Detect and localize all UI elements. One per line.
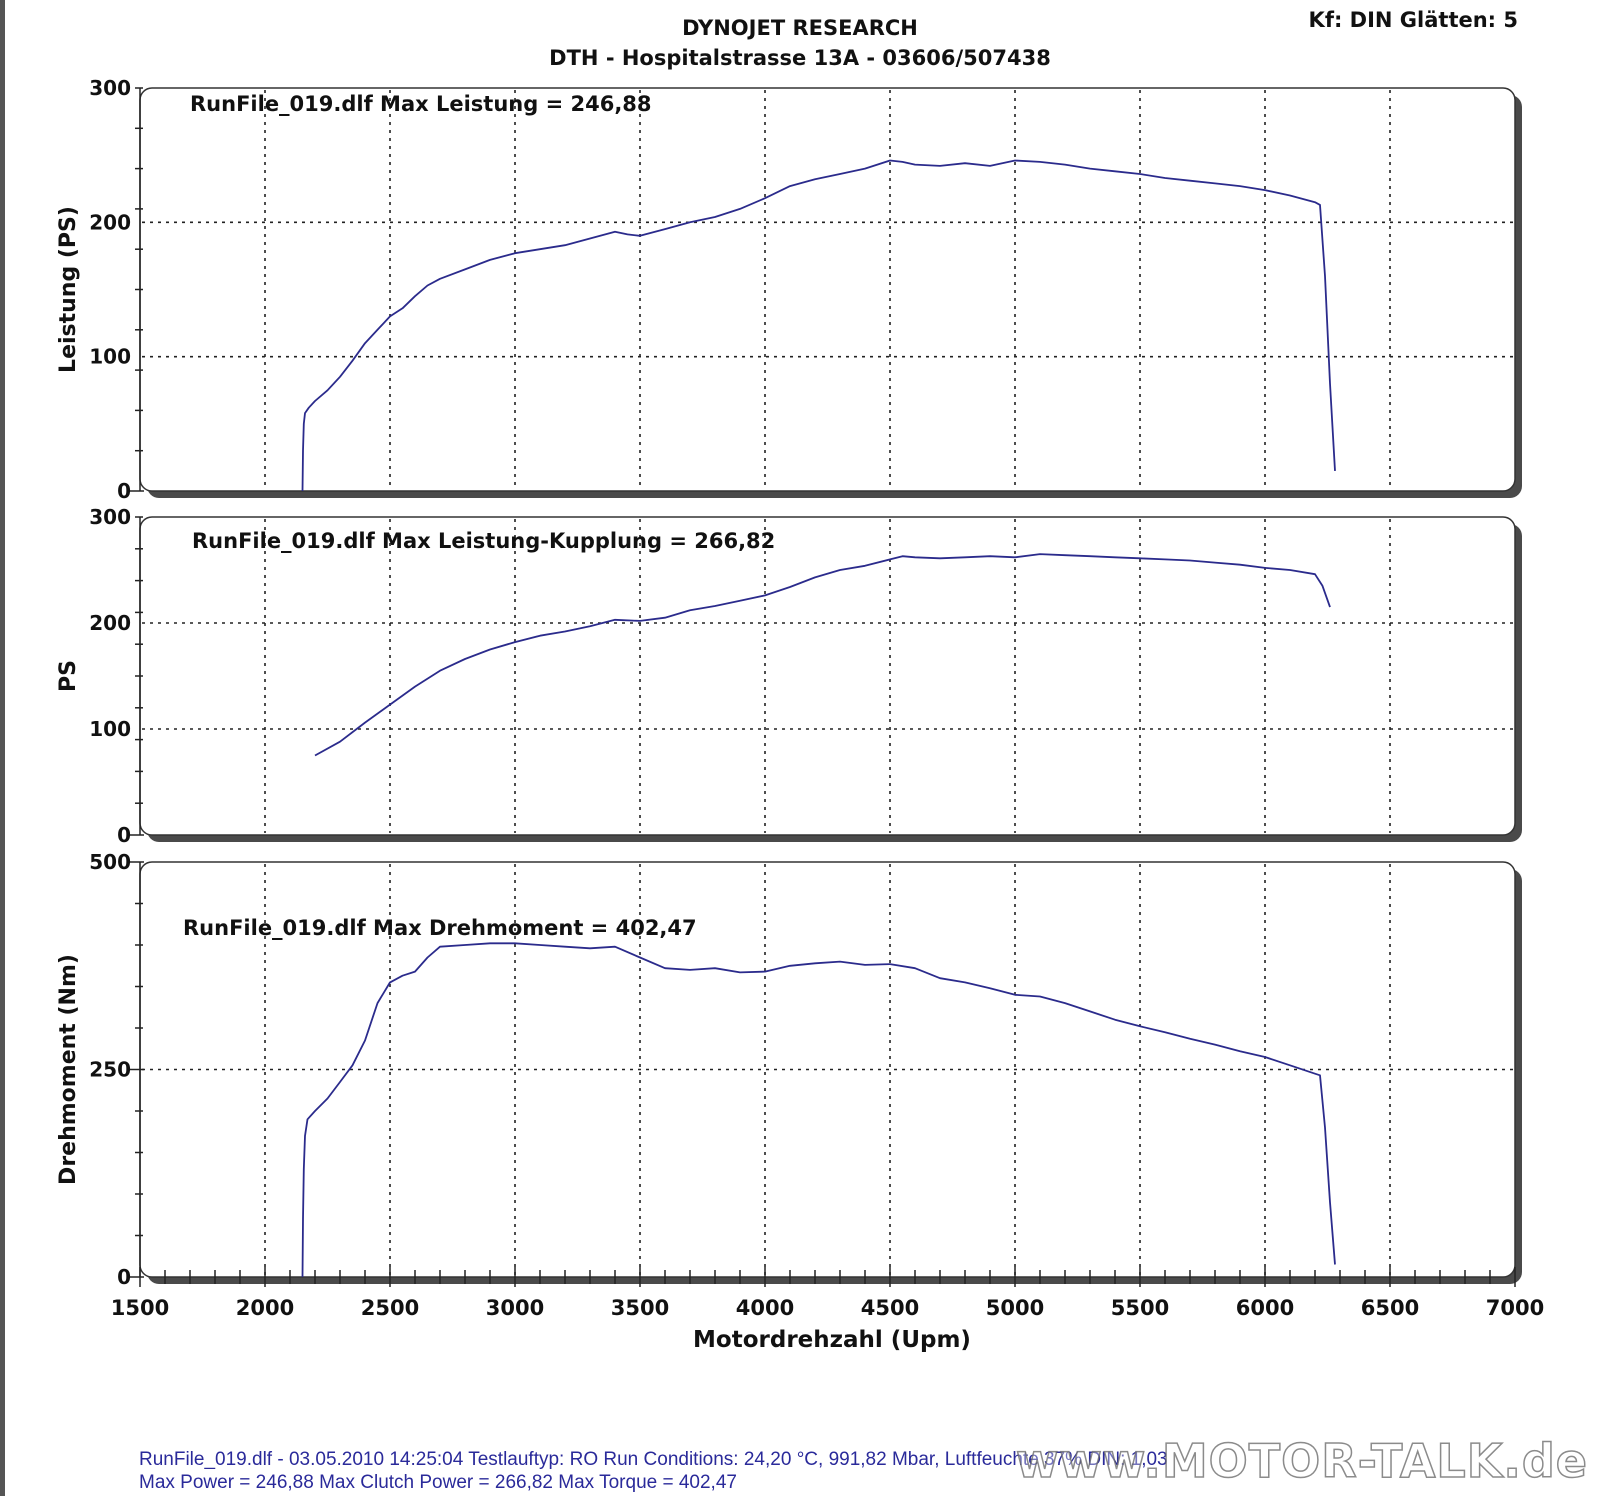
left-border [0,0,5,1496]
x-tick-label: 4500 [861,1296,919,1320]
panel-2-y-tick-label: 200 [89,611,131,635]
x-tick-label: 5500 [1111,1296,1169,1320]
panel-1-series-line [301,159,1336,492]
x-axis-label: Motordrehzahl (Upm) [693,1327,971,1353]
panel-3-y-tick-label: 0 [117,1265,131,1289]
x-tick-label: 2000 [236,1296,294,1320]
panel-1-y-tick-label: 0 [117,479,131,503]
x-tick-label: 6500 [1361,1296,1419,1320]
panel-1-frame [139,87,1516,492]
watermark: www.MOTOR-TALK.de [1015,1433,1588,1489]
x-tick-label: 6000 [1236,1296,1294,1320]
panel-2-y-axis-label: PS [56,660,81,692]
dyno-chart: 0 100 200 300 Leistung (PS) RunFile_019.dlf M… [56,76,1544,1353]
panel-3-series-line [301,942,1336,1278]
run-info-line: RunFile_019.dlf - 03.05.2010 14:25:04 Te… [139,1449,1168,1470]
panel-2-frame [139,516,1516,836]
chart-subtitle: DTH - Hospitalstrasse 13A - 03606/507438 [549,46,1051,70]
x-tick-label: 1500 [111,1296,169,1320]
x-tick-label: 4000 [736,1296,794,1320]
panel-2-y-tick-label: 100 [89,717,131,741]
panel-3-y-axis-label: Drehmoment (Nm) [56,954,81,1185]
panel-2-series-line [314,553,1331,757]
x-tick-label: 3000 [486,1296,544,1320]
x-tick-label: 5000 [986,1296,1044,1320]
x-tick-label: 3500 [611,1296,669,1320]
panel-3-annotation: RunFile_019.dlf Max Drehmoment = 402,47 [183,916,697,940]
panel-1-y-axis-label: Leistung (PS) [56,206,81,373]
panel-2-y-tick-label: 0 [117,823,131,847]
panel-2-annotation: RunFile_019.dlf Max Leistung-Kupplung = … [192,529,775,553]
x-tick-label: 7000 [1486,1296,1544,1320]
panel-3-y-tick-label: 500 [89,850,131,874]
panel-3-y-tick-label: 250 [89,1058,131,1082]
max-values-line: Max Power = 246,88 Max Clutch Power = 26… [139,1472,737,1493]
panel-2-y-tick-label: 300 [89,505,131,529]
panel-1-y-tick-label: 300 [89,76,131,100]
chart-title: DYNOJET RESEARCH [682,16,918,40]
panel-1-annotation: RunFile_019.dlf Max Leistung = 246,88 [190,92,652,116]
panel-1-y-tick-label: 100 [89,345,131,369]
x-tick-label: 2500 [361,1296,419,1320]
correction-settings: Kf: DIN Glätten: 5 [1308,8,1518,32]
panel-1-y-tick-label: 200 [89,210,131,234]
